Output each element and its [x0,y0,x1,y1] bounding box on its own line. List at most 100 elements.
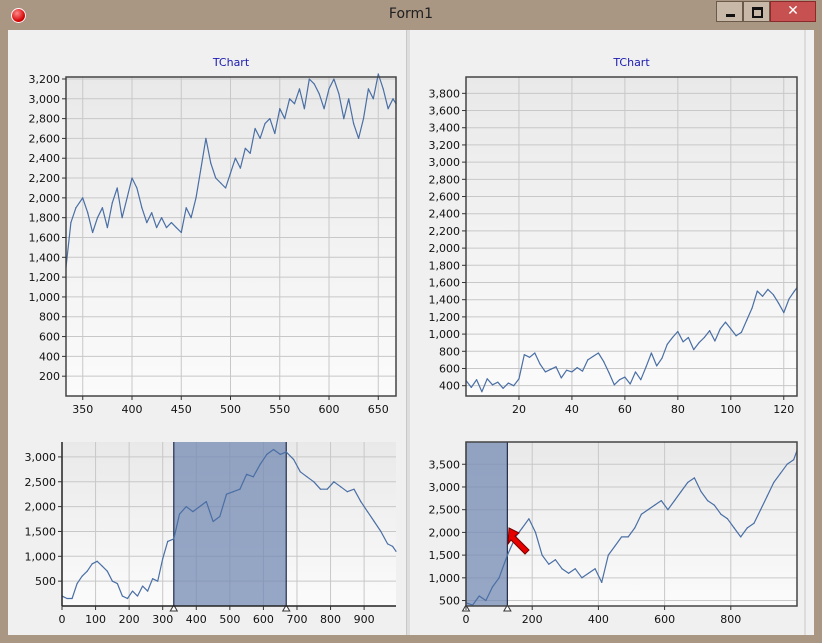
data-point [116,187,118,189]
y-tick-label: 2,400 [29,152,61,165]
y-tick-label: 3,000 [25,451,57,464]
data-point [682,341,684,343]
data-point [323,108,325,110]
data-point [141,207,143,209]
data-point [783,311,785,314]
data-point [767,288,769,290]
data-point [239,167,241,169]
minimize-button[interactable] [716,1,743,22]
data-point [210,162,212,164]
selection-handle[interactable] [503,604,512,612]
data-point [96,217,99,219]
maximize-button[interactable] [743,1,770,22]
data-point [759,509,762,511]
data-point [313,481,315,483]
data-point [720,513,722,515]
data-point [761,295,764,297]
data-point [106,570,108,572]
data-point [101,207,104,209]
data-point [353,122,355,125]
title-bar[interactable]: Form1 ✕ [0,0,822,30]
y-tick-label: 2,600 [29,132,61,145]
data-point [392,98,394,100]
data-point [594,568,596,570]
data-point [264,122,266,125]
y-tick-label: 1,200 [29,271,61,284]
data-point [76,583,78,585]
data-point [343,118,345,120]
x-tick-label: 700 [286,613,307,626]
data-point [647,509,649,511]
data-point [136,187,138,189]
data-point [190,217,192,219]
data-point [587,359,589,361]
data-point [548,563,550,565]
data-point [506,554,508,556]
data-point [518,378,520,380]
data-point [597,352,600,354]
data-point [703,336,705,339]
data-point [793,290,795,292]
data-point [91,563,93,565]
data-point [346,491,348,493]
data-point [126,597,129,600]
chart-bottom-left[interactable]: 500 1,000 1,500 2,000 2,500 3,000 0 100 200 300 40… [25,442,397,626]
data-point [136,595,139,597]
data-point [777,302,780,304]
data-point [772,293,774,296]
data-point [318,93,320,95]
data-point [308,78,310,80]
data-point [121,217,123,219]
selection-handle[interactable] [169,604,179,612]
selection-handle[interactable] [281,604,291,612]
data-point [152,578,154,580]
panel-splitter[interactable] [406,30,410,635]
data-point [733,527,735,529]
chart-top-left[interactable]: 200 400 600 800 1,000 1,200 1,400 1,600 1,800 2,0… [29,56,397,416]
chart-top-right[interactable]: 400 600 800 1,000 1,200 1,400 1,600 1,800 2,000 2… [429,56,798,416]
data-point [608,372,610,374]
chart-bottom-right[interactable]: 500 1,000 1,500 2,000 2,500 3,000 3,500 0 200 400… [429,441,798,626]
data-point [502,387,504,389]
data-point [751,307,753,309]
data-point [693,348,695,351]
y-tick-label: 2,400 [429,208,461,221]
data-point [746,527,748,529]
y-tick-label: 1,500 [25,525,57,538]
series-line [65,73,397,268]
data-point [620,536,623,538]
close-button[interactable]: ✕ [770,1,816,22]
data-point [673,500,676,502]
app-icon[interactable] [11,8,26,23]
data-point [272,448,275,451]
x-tick-label: 300 [152,613,173,626]
data-point [167,540,169,542]
data-point [680,490,682,493]
data-point [661,357,663,359]
data-point [178,513,181,515]
data-point [298,88,301,90]
y-tick-label: 3,200 [29,73,61,86]
y-tick-label: 1,000 [429,572,461,585]
y-tick-label: 3,600 [429,105,461,118]
data-point [205,137,207,140]
data-point [513,385,515,387]
x-tick-label: 100 [720,403,741,416]
data-point [544,371,547,373]
data-point [560,377,562,379]
data-point [340,486,342,488]
data-point [303,108,305,110]
data-point [326,488,328,490]
data-point [735,335,737,337]
y-tick-label: 600 [439,362,460,375]
data-point [87,212,89,214]
y-tick-label: 2,800 [29,113,61,126]
data-point [353,488,355,490]
data-point [561,568,563,570]
data-point [333,78,335,80]
data-point [629,383,631,385]
selection-band [173,442,287,606]
data-point [293,458,295,460]
data-point [650,352,652,354]
data-point [111,580,113,582]
